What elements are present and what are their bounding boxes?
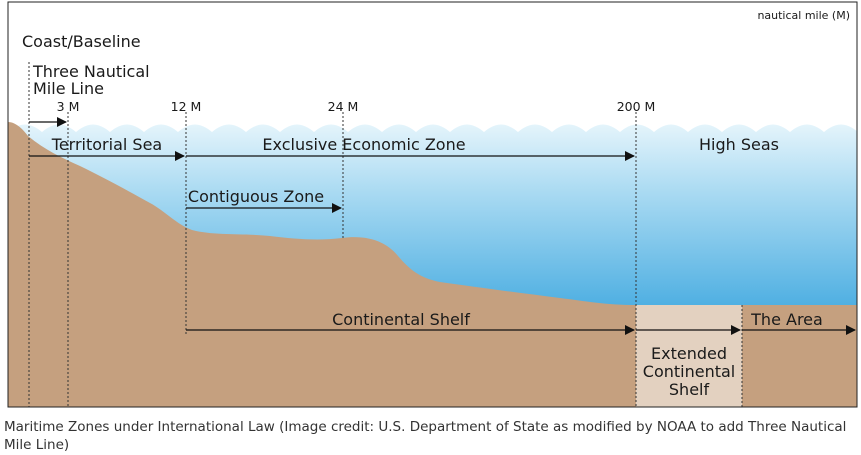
tick-24-label: 24 M: [328, 99, 359, 114]
figure-caption: Maritime Zones under International Law (…: [4, 419, 847, 453]
contiguous-zone-label: Contiguous Zone: [188, 187, 324, 206]
diagram-frame: [7, 1, 858, 408]
tick-3-label: 3 M: [57, 99, 80, 114]
three-nm-line-label-1: Three Nautical: [32, 62, 150, 81]
coast-baseline-label: Coast/Baseline: [22, 32, 141, 51]
sky-area: [8, 2, 857, 132]
maritime-zones-diagram: nautical mile (M) Coast/Baseline Three N…: [7, 1, 858, 408]
eez-label: Exclusive Economic Zone: [262, 135, 465, 154]
extended-shelf-label-2: Continental: [643, 362, 735, 381]
the-area-label: The Area: [750, 310, 823, 329]
unit-label: nautical mile (M): [757, 9, 850, 22]
continental-shelf-label: Continental Shelf: [332, 310, 470, 329]
extended-shelf-zone: [636, 305, 742, 407]
territorial-sea-label: Territorial Sea: [51, 135, 162, 154]
three-nm-line-label-2: Mile Line: [33, 79, 104, 98]
tick-12-label: 12 M: [171, 99, 202, 114]
extended-shelf-label-3: Shelf: [669, 380, 710, 399]
extended-shelf-label-1: Extended: [651, 344, 727, 363]
tick-200-label: 200 M: [617, 99, 656, 114]
high-seas-label: High Seas: [699, 135, 779, 154]
